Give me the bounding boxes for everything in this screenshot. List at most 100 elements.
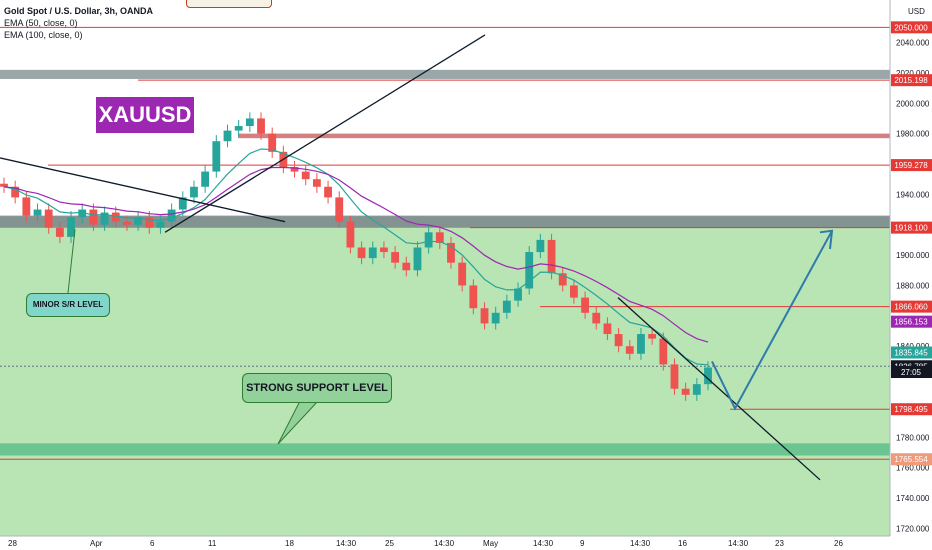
candle-body xyxy=(290,167,299,172)
candle-body xyxy=(67,217,75,237)
candle-body xyxy=(391,252,400,263)
x-tick-label: 14:30 xyxy=(533,539,554,548)
currency-label: USD xyxy=(908,7,925,16)
candle-body xyxy=(22,197,31,216)
candle-body xyxy=(0,183,8,187)
x-tick-label: May xyxy=(483,539,498,548)
candle-body xyxy=(569,285,578,298)
candle-body xyxy=(44,209,53,228)
minor-sr-callout: MINOR S/R LEVEL xyxy=(26,293,110,317)
candle-body xyxy=(346,221,355,248)
candle-body xyxy=(603,323,612,335)
top-tab[interactable] xyxy=(186,0,272,8)
candle-body xyxy=(458,262,467,286)
legend-ema50: EMA (50, close, 0) xyxy=(4,18,78,28)
x-tick-label: 16 xyxy=(678,539,687,548)
resistance-box xyxy=(238,133,890,139)
candle-body xyxy=(324,186,332,198)
y-tick-label: 1720.000 xyxy=(896,524,930,533)
strong-support-callout: STRONG SUPPORT LEVEL xyxy=(242,373,392,403)
y-tick-label: 1780.000 xyxy=(896,433,930,442)
ema100-line xyxy=(3,166,709,343)
candle-body xyxy=(268,133,277,152)
mid-grey-zone xyxy=(0,215,890,228)
x-tick-label: 28 xyxy=(8,539,17,548)
candle-body xyxy=(681,388,690,395)
candle-body xyxy=(190,186,198,198)
candle-body xyxy=(637,334,645,354)
candle-body xyxy=(357,247,366,259)
candle-body xyxy=(592,312,601,324)
time-axis-bg xyxy=(0,536,932,550)
x-tick-label: 14:30 xyxy=(434,539,455,548)
y-tick-label: 1760.000 xyxy=(896,464,930,473)
x-tick-label: 18 xyxy=(285,539,294,548)
strong-pointer xyxy=(277,400,319,445)
price-tag-label: 1959.278 xyxy=(894,161,928,170)
price-tag-label: 27:05 xyxy=(901,368,922,377)
chart-legend: Gold Spot / U.S. Dollar, 3h, OANDA EMA (… xyxy=(4,5,153,41)
x-tick-label: 6 xyxy=(150,539,155,548)
candle-body xyxy=(167,209,176,222)
price-tag xyxy=(891,221,932,234)
upper-grey-zone xyxy=(0,69,890,79)
x-tick-label: 26 xyxy=(834,539,843,548)
y-tick-label: 2020.000 xyxy=(896,69,930,78)
legend-ema100: EMA (100, close, 0) xyxy=(4,30,83,40)
y-tick-label: 1980.000 xyxy=(896,130,930,139)
candle-body xyxy=(558,273,567,286)
x-tick-label: 25 xyxy=(385,539,394,548)
ascending-trendline xyxy=(164,34,486,233)
price-tag-label: 1765.554 xyxy=(894,455,928,464)
candle-body xyxy=(435,232,444,243)
candle-body xyxy=(469,285,478,309)
candle-body xyxy=(402,262,411,271)
arrow-head xyxy=(819,229,834,250)
support-band xyxy=(0,443,890,456)
candle-body xyxy=(312,179,321,187)
price-tag-label: 1856.153 xyxy=(894,318,928,327)
candle-body xyxy=(424,232,433,248)
minor-pointer xyxy=(67,229,76,294)
candle-body xyxy=(33,209,42,216)
price-tag xyxy=(891,453,932,466)
price-tag-label: 2015.198 xyxy=(894,76,928,85)
symbol-badge: XAUUSD xyxy=(96,97,194,133)
candle-body xyxy=(234,126,243,131)
x-tick-label: 14:30 xyxy=(728,539,749,548)
candle-body xyxy=(704,367,712,385)
candle-body xyxy=(447,242,455,263)
price-tag xyxy=(891,21,932,34)
candle-body xyxy=(480,308,489,324)
candle-body xyxy=(625,346,634,354)
x-tick-label: 14:30 xyxy=(630,539,651,548)
y-tick-label: 1900.000 xyxy=(896,251,930,260)
candle-body xyxy=(368,247,377,259)
price-tag xyxy=(891,74,932,87)
candle-body xyxy=(692,384,701,395)
candle-body xyxy=(100,212,109,225)
candle-body xyxy=(502,300,511,313)
ema50-line xyxy=(3,148,709,366)
candle-body xyxy=(547,239,556,274)
candle-body xyxy=(134,217,143,225)
candle-body xyxy=(257,118,265,134)
price-tag xyxy=(891,366,932,379)
y-tick-label: 2040.000 xyxy=(896,39,930,48)
x-tick-label: 11 xyxy=(208,539,217,548)
candle-body xyxy=(536,239,545,253)
candle-body xyxy=(123,221,131,225)
x-tick-label: 14:30 xyxy=(336,539,357,548)
candle-body xyxy=(223,130,232,142)
legend-title: Gold Spot / U.S. Dollar, 3h, OANDA xyxy=(4,6,154,16)
candle-body xyxy=(212,141,221,172)
price-tag xyxy=(891,159,932,172)
candle-body xyxy=(335,197,344,222)
y-tick-label: 1880.000 xyxy=(896,281,930,290)
candle-body xyxy=(301,171,310,180)
candle-body xyxy=(380,247,388,253)
price-tag xyxy=(891,346,932,359)
x-tick-label: 9 xyxy=(580,539,585,548)
price-tag-label: 1798.495 xyxy=(894,405,928,414)
